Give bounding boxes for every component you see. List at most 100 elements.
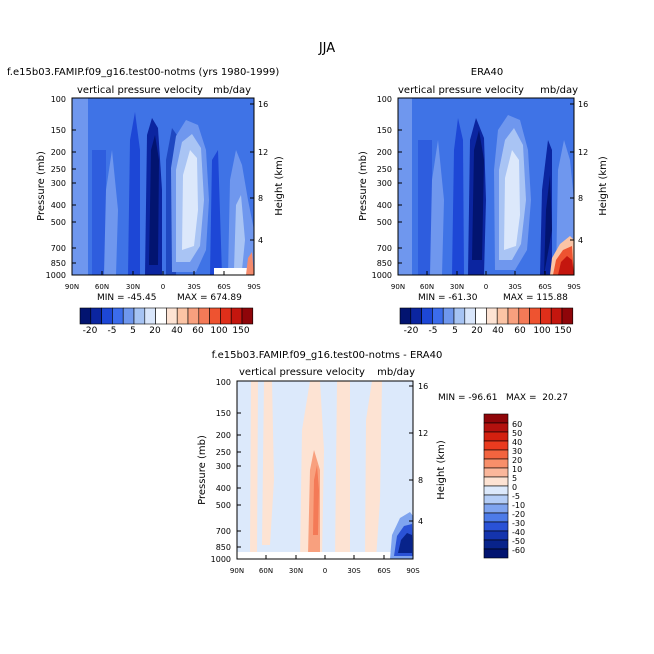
colorbar-label: 60 <box>514 326 526 336</box>
height-tick-label: 12 <box>258 148 268 157</box>
panel-obs-lat-axis: 90N 60N 30N 0 30S 60S 90S <box>391 271 581 291</box>
colorbar-label: 0 <box>512 483 517 492</box>
field-descent-south-a <box>210 150 222 275</box>
colorbar-swatch <box>529 307 541 325</box>
colorbar-swatch <box>483 539 509 550</box>
panel-diff-colorbar <box>483 413 509 559</box>
colorbar-label: 5 <box>512 474 517 483</box>
colorbar-label: -60 <box>512 546 525 555</box>
colorbar-label: -40 <box>512 528 525 537</box>
colorbar-swatch <box>483 422 509 433</box>
field-descent-band-a <box>128 112 140 275</box>
colorbar-swatch <box>483 449 509 460</box>
panel-obs: ERA40 vertical pressure velocity mb/day … <box>358 67 609 336</box>
colorbar-swatch <box>101 307 113 325</box>
lat-tick-label: 0 <box>161 283 165 291</box>
colorbar-label: 150 <box>554 326 571 336</box>
colorbar-label: 60 <box>512 420 522 429</box>
panel-obs-colorbar <box>399 307 574 325</box>
figure-title: JJA <box>318 41 335 56</box>
panel-model: f.e15b03.FAMIP.f09_g16.test00-notms (yrs… <box>7 67 285 336</box>
height-tick-label: 4 <box>418 517 423 526</box>
pressure-tick-label: 150 <box>51 126 66 135</box>
colorbar-swatch <box>198 307 210 325</box>
panel-obs-title: ERA40 <box>471 67 503 78</box>
field-weak-ascent-a <box>104 150 118 275</box>
pressure-tick-label: 850 <box>377 259 392 268</box>
lat-tick-label: 30S <box>187 283 201 291</box>
colorbar-swatch <box>483 431 509 442</box>
height-axis-title: Height (km) <box>436 440 447 500</box>
panel-model-colorbar-labels: -20 -5 5 20 40 60 100 150 <box>83 326 250 336</box>
colorbar-swatch <box>486 307 498 325</box>
lat-tick-label: 60S <box>538 283 552 291</box>
field-core-descent-a <box>149 135 159 265</box>
height-axis-title: Height (km) <box>598 156 609 216</box>
colorbar-label: 5 <box>130 326 136 336</box>
colorbar-label: 10 <box>512 465 522 474</box>
colorbar-swatch <box>483 467 509 478</box>
field-negative-core-c <box>398 533 412 553</box>
lat-tick-label: 90N <box>230 567 244 575</box>
lat-tick-label: 90N <box>65 283 79 291</box>
pressure-tick-label: 150 <box>216 409 231 418</box>
pressure-tick-label: 400 <box>51 201 66 210</box>
pressure-tick-label: 500 <box>377 218 392 227</box>
field-positive-core-b <box>558 256 574 275</box>
panel-obs-variable-label: vertical pressure velocity <box>398 85 524 96</box>
panel-obs-min-label: MIN = -61.30 <box>418 293 478 303</box>
panel-diff-lat-axis: 90N 60N 30N 0 30S 60S 90S <box>230 555 420 575</box>
lat-tick-label: 60S <box>377 567 391 575</box>
field-polar-north <box>72 98 88 275</box>
pressure-tick-label: 250 <box>51 165 66 174</box>
colorbar-swatch <box>421 307 433 325</box>
colorbar-swatch <box>442 307 455 325</box>
colorbar-swatch <box>122 307 135 325</box>
height-tick-label: 12 <box>578 148 588 157</box>
colorbar-swatch <box>432 307 444 325</box>
colorbar-swatch <box>410 307 422 325</box>
height-tick-label: 16 <box>258 100 268 109</box>
panel-diff-pressure-axis: 100 150 200 250 300 400 500 700 850 1000… <box>197 378 241 564</box>
field-ascent-core-a <box>182 150 198 250</box>
colorbar-label: 100 <box>210 326 227 336</box>
panel-model-colorbar <box>79 307 254 325</box>
pressure-axis-title: Pressure (mb) <box>197 435 208 505</box>
pressure-tick-label: 1000 <box>372 271 392 280</box>
colorbar-label: -5 <box>429 326 438 336</box>
field-ascent-core-b <box>504 150 520 250</box>
colorbar-label: 40 <box>171 326 183 336</box>
field-midlat-north <box>92 150 106 275</box>
pressure-tick-label: 200 <box>51 148 66 157</box>
panel-diff: f.e15b03.FAMIP.f09_g16.test00-notms - ER… <box>197 350 568 575</box>
colorbar-swatch <box>550 307 563 325</box>
height-tick-label: 4 <box>578 236 583 245</box>
field-positive-core-c <box>313 465 319 535</box>
pressure-tick-label: 700 <box>377 244 392 253</box>
pressure-tick-label: 850 <box>216 543 231 552</box>
lat-ticks <box>426 271 546 275</box>
lat-tick-label: 0 <box>484 283 488 291</box>
panel-diff-variable-label: vertical pressure velocity <box>239 367 365 378</box>
panel-model-min-label: MIN = -45.45 <box>97 293 156 303</box>
pressure-tick-label: 1000 <box>211 555 231 564</box>
colorbar-label: 150 <box>232 326 249 336</box>
pressure-tick-label: 400 <box>216 484 231 493</box>
height-tick-label: 12 <box>418 429 428 438</box>
field-missing-data-a <box>214 268 248 275</box>
lat-tick-label: 30S <box>508 283 522 291</box>
colorbar-swatch <box>187 307 200 325</box>
colorbar-label: -5 <box>512 492 520 501</box>
colorbar-swatch <box>483 530 509 541</box>
colorbar-swatch <box>464 307 476 325</box>
colorbar-swatch <box>475 307 487 325</box>
pressure-tick-label: 100 <box>216 378 231 387</box>
colorbar-label: 30 <box>512 447 522 456</box>
pressure-axis-title: Pressure (mb) <box>36 151 47 221</box>
field-midlat-north <box>418 140 432 275</box>
colorbar-swatch <box>241 307 254 325</box>
pressure-ticks <box>237 380 241 548</box>
pressure-tick-label: 250 <box>377 165 392 174</box>
lat-tick-label: 60S <box>217 283 231 291</box>
